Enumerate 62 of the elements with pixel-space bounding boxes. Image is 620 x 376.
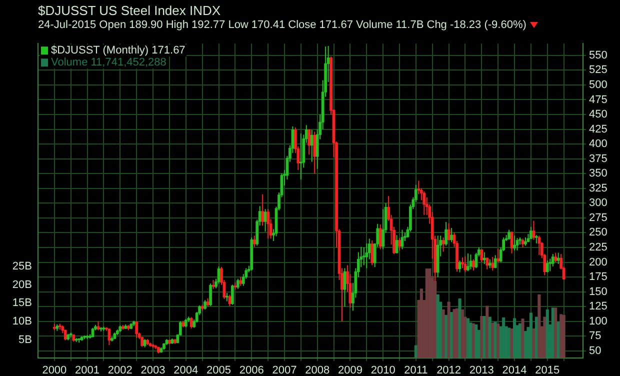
- y-tick-label: 525: [589, 64, 608, 76]
- bar: [474, 324, 478, 358]
- y2-tick-label: 5B: [18, 334, 32, 346]
- y-tick-label: 550: [589, 49, 608, 62]
- x-tick-label: 2001: [75, 364, 100, 376]
- y2-tick-label: 15B: [12, 297, 32, 310]
- x-tick-label: 2004: [174, 364, 198, 376]
- y-tick-label: 350: [589, 168, 608, 180]
- y-tick-label: 100: [589, 315, 608, 328]
- y-tick-label: 425: [589, 123, 608, 136]
- x-tick-label: 2010: [370, 364, 396, 376]
- bar: [491, 322, 494, 358]
- y-tick-label: 50: [589, 344, 602, 357]
- y-tick-label: 450: [589, 108, 608, 121]
- y-tick-label: 275: [589, 212, 608, 224]
- y2-tick-label: 20B: [12, 278, 32, 291]
- x-tick-label: 2003: [140, 364, 166, 376]
- bar: [560, 314, 563, 358]
- y-tick-label: 375: [589, 152, 608, 165]
- y-tick-label: 475: [589, 94, 608, 106]
- y2-tick-label: 25B: [12, 260, 32, 273]
- y-tick-label: 300: [589, 197, 608, 210]
- bar: [538, 294, 541, 358]
- bar: [508, 328, 511, 358]
- x-tick-label: 2002: [108, 364, 132, 376]
- legend-label: $DJUSST (Monthly) 171.67: [51, 44, 186, 57]
- x-tick-label: 2009: [338, 364, 362, 376]
- x-tick-label: 2012: [436, 364, 462, 376]
- chart-title: $DJUSST US Steel Index INDX: [38, 2, 222, 18]
- y2-tick-label: 10B: [12, 315, 32, 328]
- bar: [450, 312, 454, 358]
- x-tick-label: 2005: [206, 364, 231, 376]
- x-tick-label: 2007: [272, 364, 297, 376]
- bar: [486, 306, 489, 358]
- x-tick-label: 2013: [469, 364, 494, 376]
- bar: [444, 314, 448, 358]
- legend-label: Volume 11,741,452,288: [51, 56, 166, 69]
- y-tick-label: 150: [589, 286, 608, 298]
- bar: [554, 308, 558, 358]
- y-tick-label: 250: [589, 226, 608, 239]
- y-tick-label: 125: [589, 300, 608, 313]
- x-tick-label: 2015: [535, 364, 560, 376]
- bar: [480, 316, 484, 358]
- x-tick-label: 2011: [404, 364, 428, 376]
- y-tick-label: 225: [589, 242, 608, 254]
- x-tick-label: 2006: [239, 364, 264, 376]
- bar: [521, 318, 524, 358]
- bar: [532, 328, 536, 358]
- y-tick-label: 400: [589, 138, 608, 150]
- x-tick-label: 2008: [305, 364, 330, 376]
- y-tick-label: 500: [589, 79, 608, 91]
- bar: [496, 324, 500, 358]
- bar: [562, 314, 566, 358]
- y-tick-label: 200: [589, 256, 608, 268]
- bar: [543, 316, 546, 358]
- x-tick-label: 2000: [42, 364, 67, 376]
- chart-subtitle: 24-Jul-2015 Open 189.90 High 192.77 Low 170.41 Close 171.67 Volume 11.7B Chg -18.23 (-9.60%): [38, 19, 526, 31]
- x-tick-label: 2014: [502, 364, 527, 376]
- y-tick-label: 75: [589, 330, 602, 342]
- bar: [458, 298, 462, 358]
- y-tick-label: 175: [589, 271, 608, 284]
- y-tick-label: 325: [589, 182, 608, 194]
